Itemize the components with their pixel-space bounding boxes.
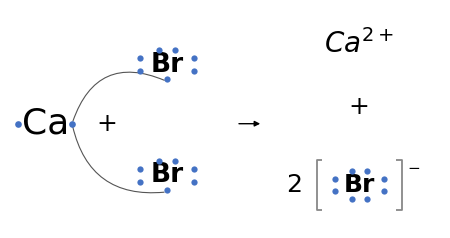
Text: Br: Br — [150, 163, 184, 188]
Text: 2: 2 — [286, 173, 302, 197]
Text: +: + — [96, 112, 117, 136]
Text: −: − — [407, 161, 420, 176]
FancyArrowPatch shape — [73, 72, 164, 121]
Text: Br: Br — [343, 173, 375, 197]
Text: Ca: Ca — [22, 107, 70, 141]
Text: +: + — [349, 95, 369, 119]
Text: $\mathit{Ca}^{2+}$: $\mathit{Ca}^{2+}$ — [324, 29, 394, 59]
Text: Br: Br — [150, 52, 184, 78]
FancyArrowPatch shape — [72, 126, 164, 193]
